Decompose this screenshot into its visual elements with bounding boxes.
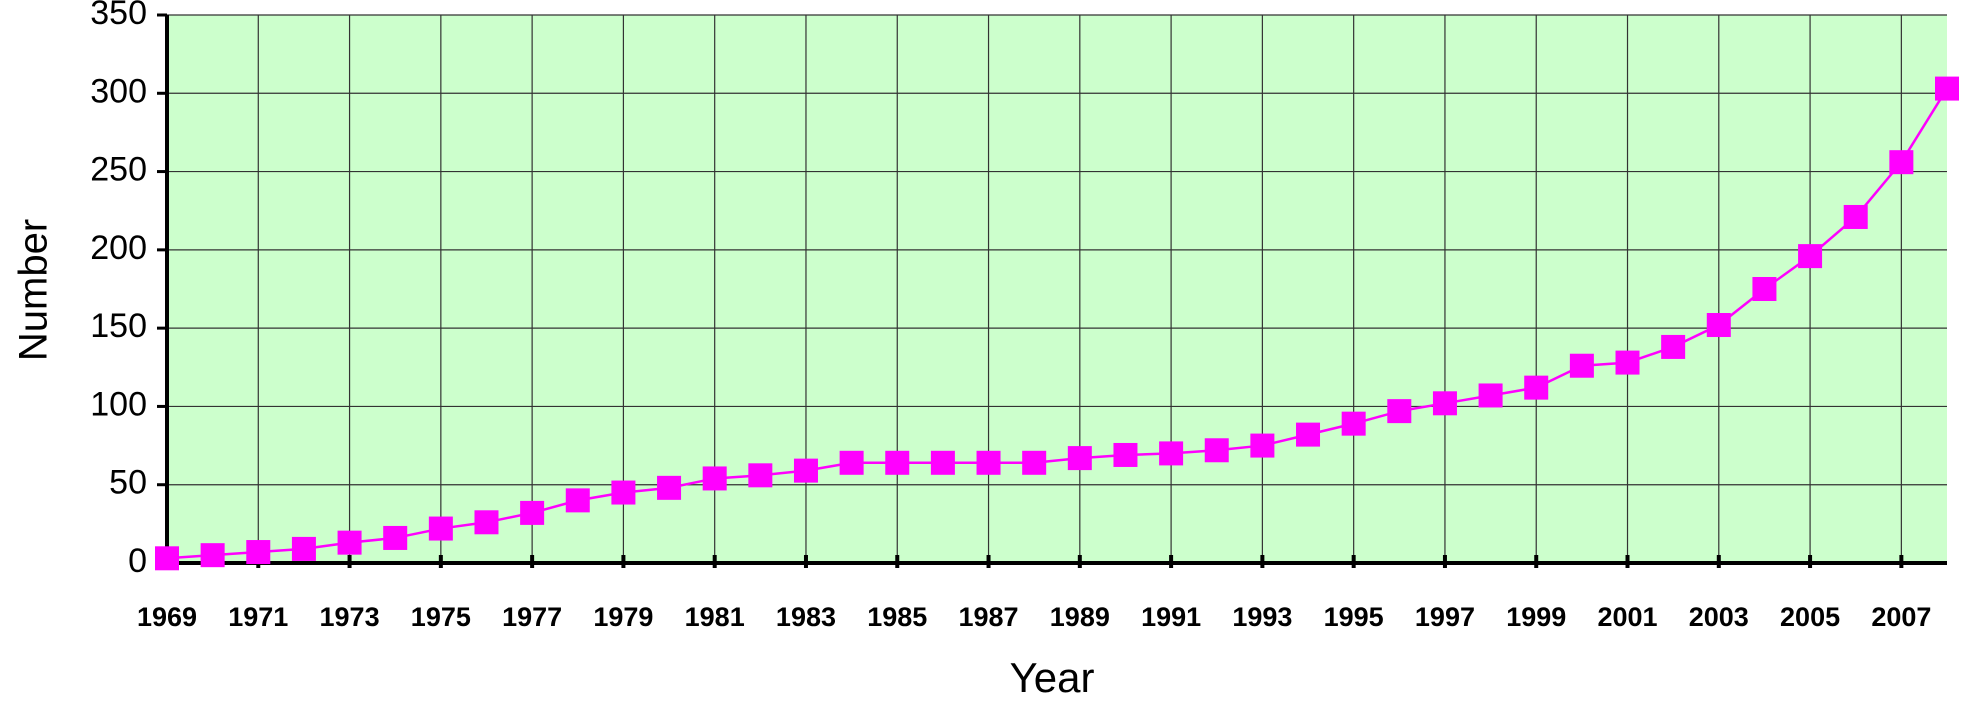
data-point <box>1387 399 1412 424</box>
data-point <box>793 458 818 483</box>
data-point <box>291 536 316 561</box>
x-tick-label: 1977 <box>502 602 562 632</box>
x-tick-label: 1989 <box>1050 602 1110 632</box>
y-tick-label: 200 <box>90 229 147 267</box>
y-tick-label: 250 <box>90 151 147 189</box>
data-line <box>166 87 1949 560</box>
data-point <box>976 450 1001 475</box>
x-tick-label: 1991 <box>1141 602 1201 632</box>
y-axis-label: Number <box>12 219 56 361</box>
x-tick-label: 1981 <box>685 602 745 632</box>
data-point <box>1067 446 1092 471</box>
data-point <box>1159 441 1184 466</box>
data-point <box>748 463 773 488</box>
data-point <box>1524 375 1549 400</box>
data-point <box>1113 442 1138 467</box>
y-tick-label: 350 <box>90 0 147 32</box>
data-point <box>246 540 271 565</box>
data-point <box>1661 334 1686 359</box>
y-tick-label: 150 <box>90 307 147 345</box>
data-point <box>1250 433 1275 458</box>
data-point <box>1022 450 1047 475</box>
data-point <box>1478 383 1503 408</box>
x-tick-label: 1975 <box>411 602 471 632</box>
data-point <box>155 546 179 571</box>
y-tick-label: 100 <box>90 385 147 423</box>
x-tick-label: 2003 <box>1689 602 1749 632</box>
data-point <box>337 530 362 555</box>
data-point <box>1615 350 1640 375</box>
data-point <box>565 488 590 513</box>
data-point <box>1569 353 1594 378</box>
x-tick-label: 1995 <box>1324 602 1384 632</box>
x-tick-label: 1973 <box>320 602 380 632</box>
data-point <box>383 525 408 550</box>
x-tick-label: 1999 <box>1506 602 1566 632</box>
data-point <box>839 450 864 475</box>
data-point <box>474 510 499 535</box>
data-point <box>1798 244 1823 269</box>
x-tick-label: 1971 <box>228 602 288 632</box>
data-point <box>1204 438 1229 463</box>
x-tick-label: 2007 <box>1871 602 1931 632</box>
x-tick-label: 1985 <box>867 602 927 632</box>
x-tick-label: 1983 <box>776 602 836 632</box>
data-point <box>1706 313 1731 338</box>
x-axis-label: Year <box>1010 654 1095 701</box>
x-tick-label: 1969 <box>137 602 197 632</box>
x-tick-label: 1979 <box>593 602 653 632</box>
data-point <box>930 450 955 475</box>
data-point <box>1752 277 1777 301</box>
data-point <box>885 450 910 475</box>
x-tick-label: 1993 <box>1232 602 1292 632</box>
data-point <box>1341 411 1366 436</box>
x-tick-label: 2001 <box>1597 602 1657 632</box>
data-point <box>611 480 636 505</box>
data-point <box>1296 422 1321 447</box>
y-tick-label: 50 <box>109 464 147 502</box>
data-point <box>1889 150 1914 175</box>
data-point <box>1843 204 1868 229</box>
plot-area <box>167 15 1947 563</box>
y-tick-label: 0 <box>128 542 147 580</box>
data-point <box>1935 76 1959 101</box>
x-tick-label: 2005 <box>1780 602 1840 632</box>
data-point <box>702 466 727 491</box>
data-point <box>657 475 682 500</box>
y-tick-label: 300 <box>90 72 147 110</box>
x-tick-label: 1987 <box>958 602 1018 632</box>
data-point <box>520 500 545 525</box>
data-point <box>428 516 453 541</box>
data-point <box>200 543 225 568</box>
x-tick-label: 1997 <box>1415 602 1475 632</box>
data-point <box>1432 391 1457 416</box>
